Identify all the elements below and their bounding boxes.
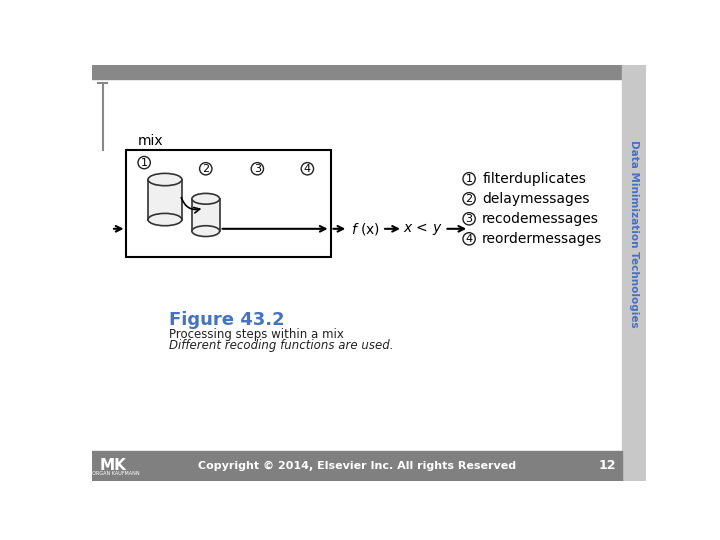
Text: MORGAN KAUFMANN: MORGAN KAUFMANN bbox=[88, 471, 139, 476]
Ellipse shape bbox=[192, 226, 220, 237]
Ellipse shape bbox=[192, 193, 220, 204]
Text: 3: 3 bbox=[254, 164, 261, 174]
Text: MK: MK bbox=[100, 458, 127, 474]
Text: Processing steps within a mix: Processing steps within a mix bbox=[168, 328, 343, 341]
FancyArrowPatch shape bbox=[181, 198, 199, 213]
Text: 2: 2 bbox=[202, 164, 210, 174]
Text: Figure 43.2: Figure 43.2 bbox=[168, 311, 284, 329]
Text: Copyright © 2014, Elsevier Inc. All rights Reserved: Copyright © 2014, Elsevier Inc. All righ… bbox=[197, 461, 516, 471]
Bar bbox=[127, 150, 330, 257]
Text: 4: 4 bbox=[304, 164, 311, 174]
Text: Data Minimization Technologies: Data Minimization Technologies bbox=[629, 140, 639, 328]
Bar bbox=[192, 199, 220, 231]
Bar bbox=[621, 65, 647, 481]
Bar bbox=[92, 79, 621, 451]
Text: Different recoding functions are used.: Different recoding functions are used. bbox=[168, 339, 393, 352]
Bar bbox=[92, 65, 621, 79]
Text: $x$ < $y$: $x$ < $y$ bbox=[403, 221, 443, 237]
Text: reordermessages: reordermessages bbox=[482, 232, 603, 246]
Text: 2: 2 bbox=[466, 194, 472, 204]
Text: 4: 4 bbox=[466, 234, 472, 244]
Text: 1: 1 bbox=[140, 158, 148, 167]
Ellipse shape bbox=[148, 213, 182, 226]
Text: 12: 12 bbox=[599, 460, 616, 472]
Text: 3: 3 bbox=[466, 214, 472, 224]
Text: filterduplicates: filterduplicates bbox=[482, 172, 586, 186]
Text: mix: mix bbox=[138, 134, 163, 148]
Text: 1: 1 bbox=[466, 174, 472, 184]
Text: delaymessages: delaymessages bbox=[482, 192, 590, 206]
Bar bbox=[92, 451, 621, 481]
Bar bbox=[148, 179, 182, 220]
Ellipse shape bbox=[148, 173, 182, 186]
Text: $f$ (x): $f$ (x) bbox=[351, 221, 379, 237]
Text: recodemessages: recodemessages bbox=[482, 212, 599, 226]
